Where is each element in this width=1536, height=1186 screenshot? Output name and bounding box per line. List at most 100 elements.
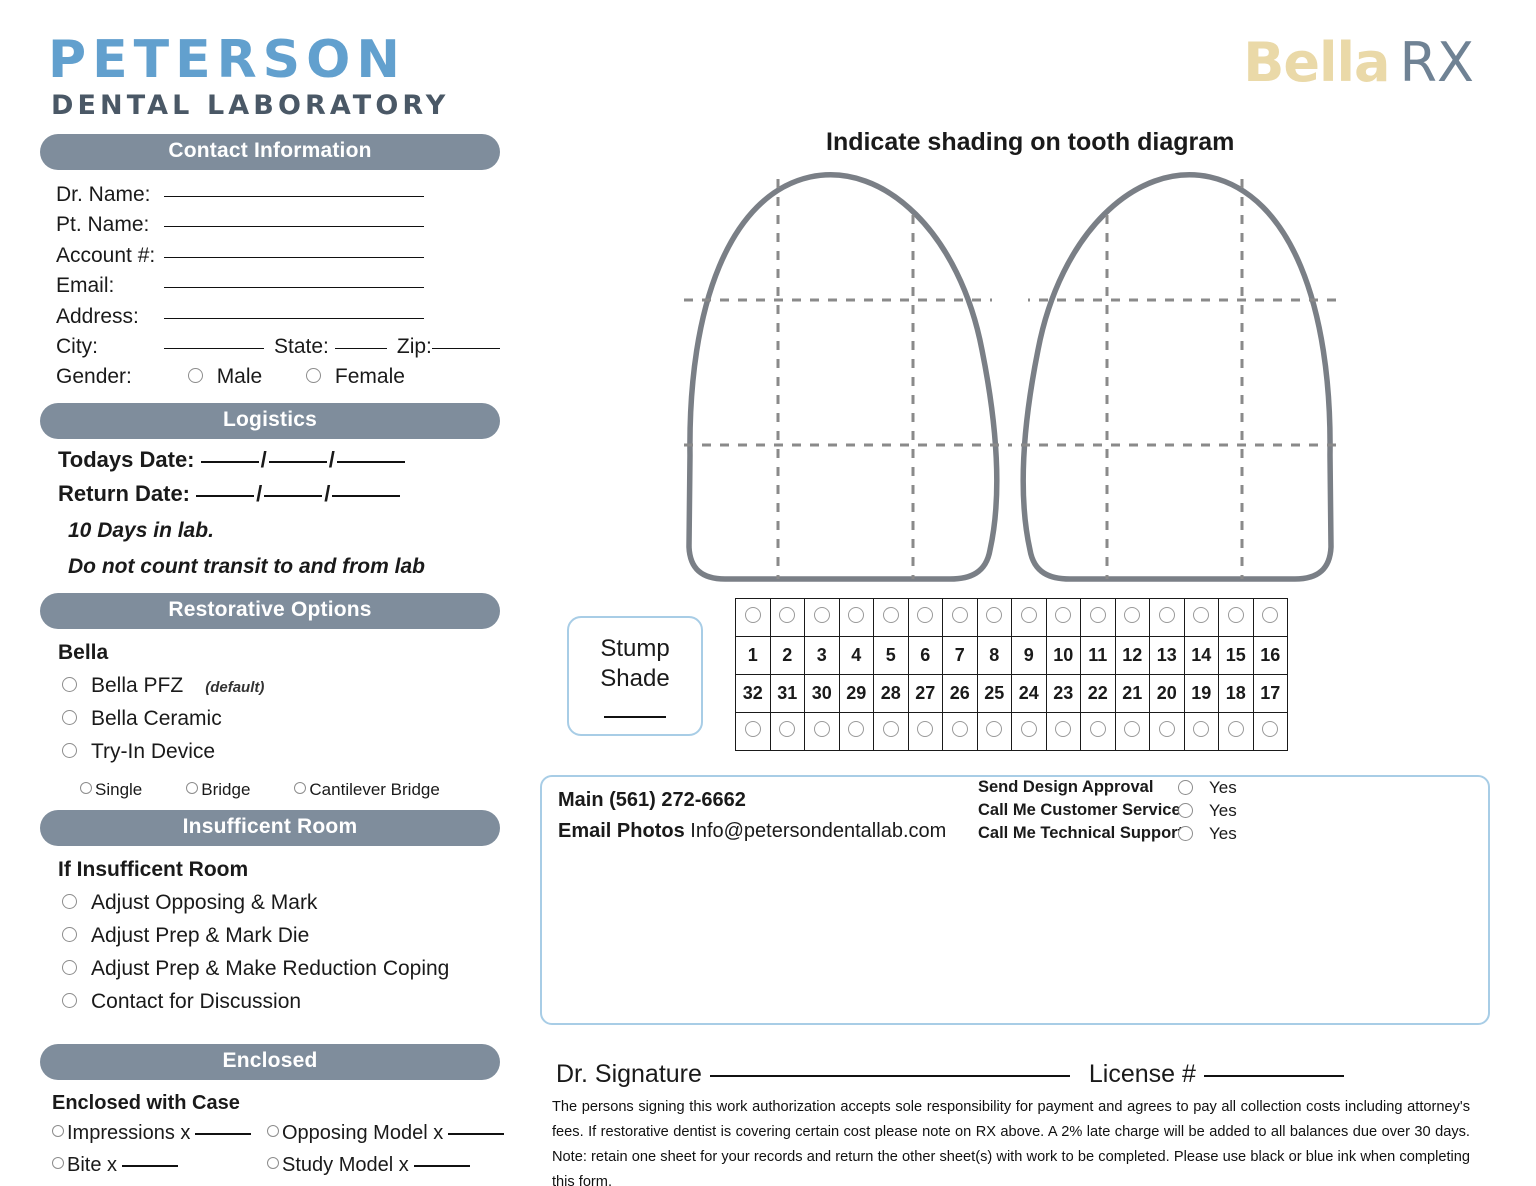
- chart-cell-circle[interactable]: [1149, 598, 1185, 637]
- circle-icon[interactable]: [882, 721, 899, 737]
- circle-icon[interactable]: [1227, 607, 1244, 623]
- circle-icon[interactable]: [779, 607, 796, 623]
- chart-cell-circle[interactable]: [1045, 598, 1081, 637]
- tooth-number-cell[interactable]: 1: [735, 636, 771, 675]
- chart-cell-circle[interactable]: [735, 598, 771, 637]
- field-email[interactable]: Email:: [40, 271, 500, 301]
- circle-icon[interactable]: [1124, 607, 1141, 623]
- chart-cell-circle[interactable]: [769, 712, 805, 751]
- tooth-number-cell[interactable]: 6: [907, 636, 943, 675]
- circle-icon[interactable]: [882, 607, 899, 623]
- field-address[interactable]: Address:: [40, 302, 500, 332]
- radio-icon[interactable]: [294, 782, 307, 795]
- circle-icon[interactable]: [951, 607, 968, 623]
- radio-adjust-prep-mark-die[interactable]: Adjust Prep & Mark Die: [40, 924, 500, 948]
- chart-cell-circle[interactable]: [1045, 712, 1081, 751]
- input-line-month[interactable]: [196, 494, 255, 497]
- circle-icon[interactable]: [813, 607, 830, 623]
- tooth-number-cell[interactable]: 11: [1080, 636, 1116, 675]
- tooth-number-cell[interactable]: 18: [1218, 674, 1254, 713]
- field-todays-date[interactable]: Todays Date: / /: [40, 447, 500, 473]
- circle-icon[interactable]: [1193, 607, 1210, 623]
- lab-email-value[interactable]: Info@petersondentallab.com: [690, 820, 947, 842]
- tooth-diagram[interactable]: [670, 155, 1350, 595]
- input-line-state[interactable]: [334, 348, 387, 350]
- circle-icon[interactable]: [1158, 721, 1175, 737]
- tooth-number-cell[interactable]: 32: [735, 674, 771, 713]
- input-line-qty[interactable]: [122, 1164, 179, 1167]
- radio-icon[interactable]: [267, 1157, 279, 1170]
- circle-icon[interactable]: [1158, 607, 1175, 623]
- circle-icon[interactable]: [986, 721, 1003, 737]
- checkbox-study-model[interactable]: Study Model x: [267, 1154, 504, 1177]
- input-line-email[interactable]: [164, 287, 424, 289]
- approval-call-technical-support[interactable]: Call Me Technical Support Yes: [978, 823, 1237, 843]
- circle-icon[interactable]: [848, 607, 865, 623]
- input-line-pt-name[interactable]: [164, 226, 424, 228]
- radio-icon[interactable]: [62, 992, 77, 1008]
- input-line-signature[interactable]: [709, 1075, 1070, 1077]
- tooth-number-cell[interactable]: 9: [1011, 636, 1047, 675]
- radio-gender-female[interactable]: Female: [306, 365, 405, 388]
- radio-try-in-device[interactable]: Try-In Device: [40, 740, 500, 764]
- radio-adjust-prep-reduction-coping[interactable]: Adjust Prep & Make Reduction Coping: [40, 957, 500, 981]
- tooth-number-cell[interactable]: 19: [1183, 674, 1219, 713]
- radio-bella-ceramic[interactable]: Bella Ceramic: [40, 707, 500, 731]
- tooth-number-cell[interactable]: 29: [838, 674, 874, 713]
- tooth-number-cell[interactable]: 20: [1149, 674, 1185, 713]
- chart-cell-circle[interactable]: [873, 712, 909, 751]
- input-line-month[interactable]: [200, 460, 259, 463]
- chart-cell-circle[interactable]: [1183, 712, 1219, 751]
- stump-shade-input-line[interactable]: [604, 716, 666, 718]
- circle-icon[interactable]: [917, 607, 934, 623]
- circle-icon[interactable]: [917, 721, 934, 737]
- chart-cell-circle[interactable]: [976, 712, 1012, 751]
- chart-cell-circle[interactable]: [1218, 712, 1254, 751]
- tooth-number-cell[interactable]: 15: [1218, 636, 1254, 675]
- input-line-year[interactable]: [336, 460, 405, 463]
- tooth-number-cell[interactable]: 7: [942, 636, 978, 675]
- tooth-number-cell[interactable]: 16: [1252, 636, 1288, 675]
- checkbox-impressions[interactable]: Impressions x: [52, 1122, 267, 1145]
- chart-cell-circle[interactable]: [838, 598, 874, 637]
- circle-icon[interactable]: [1055, 721, 1072, 737]
- tooth-number-cell[interactable]: 21: [1114, 674, 1150, 713]
- radio-bella-pfz[interactable]: Bella PFZ (default): [40, 674, 500, 698]
- chart-cell-circle[interactable]: [1114, 598, 1150, 637]
- tooth-number-cell[interactable]: 24: [1011, 674, 1047, 713]
- radio-icon[interactable]: [1178, 825, 1193, 841]
- field-return-date[interactable]: Return Date: / /: [40, 481, 500, 507]
- radio-icon[interactable]: [62, 893, 77, 909]
- stump-shade-box[interactable]: Stump Shade: [567, 616, 703, 736]
- circle-icon[interactable]: [1055, 607, 1072, 623]
- input-line-address[interactable]: [164, 317, 424, 319]
- circle-icon[interactable]: [779, 721, 796, 737]
- chart-cell-circle[interactable]: [1080, 712, 1116, 751]
- tooth-number-cell[interactable]: 17: [1252, 674, 1288, 713]
- radio-gender-male[interactable]: Male: [187, 365, 262, 388]
- radio-bridge[interactable]: Bridge: [186, 780, 250, 800]
- input-line-city[interactable]: [164, 348, 264, 350]
- chart-cell-circle[interactable]: [735, 712, 771, 751]
- circle-icon[interactable]: [951, 721, 968, 737]
- chart-cell-circle[interactable]: [976, 598, 1012, 637]
- chart-cell-circle[interactable]: [1183, 598, 1219, 637]
- input-line-qty[interactable]: [448, 1132, 505, 1135]
- radio-icon[interactable]: [62, 742, 77, 758]
- radio-icon[interactable]: [306, 367, 322, 383]
- radio-single[interactable]: Single: [80, 780, 142, 800]
- chart-cell-circle[interactable]: [1011, 712, 1047, 751]
- radio-contact-for-discussion[interactable]: Contact for Discussion: [40, 990, 500, 1014]
- radio-icon[interactable]: [62, 926, 77, 942]
- input-line-day[interactable]: [264, 494, 323, 497]
- input-line-account-number[interactable]: [164, 256, 424, 258]
- tooth-number-cell[interactable]: 13: [1149, 636, 1185, 675]
- circle-icon[interactable]: [1089, 721, 1106, 737]
- chart-cell-circle[interactable]: [1011, 598, 1047, 637]
- tooth-number-cell[interactable]: 30: [804, 674, 840, 713]
- circle-icon[interactable]: [1124, 721, 1141, 737]
- radio-adjust-opposing-mark[interactable]: Adjust Opposing & Mark: [40, 891, 500, 915]
- chart-cell-circle[interactable]: [873, 598, 909, 637]
- checkbox-bite[interactable]: Bite x: [52, 1154, 267, 1177]
- input-line-license[interactable]: [1203, 1075, 1344, 1077]
